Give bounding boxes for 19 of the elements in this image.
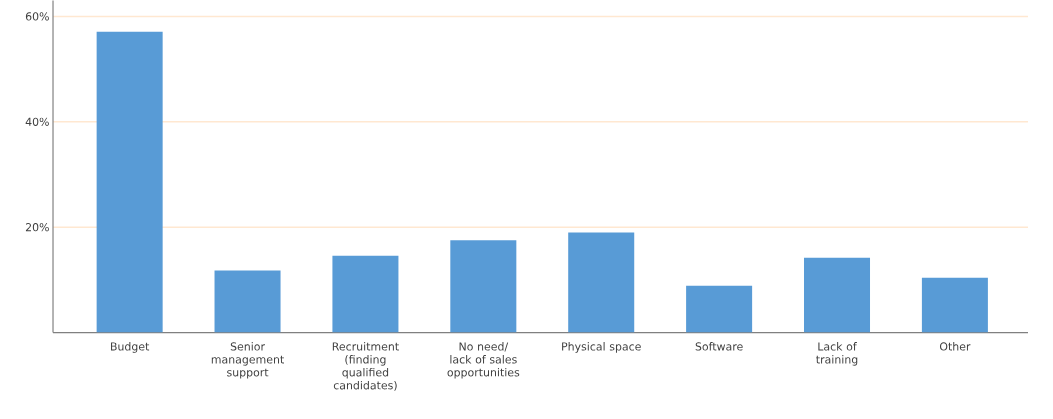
x-tick-label: Lack of training (816, 342, 858, 366)
x-tick-label: No need/ lack of sales opportunities (447, 342, 520, 379)
x-tick-label: Budget (111, 342, 150, 353)
y-tick-label: 60% (25, 12, 49, 21)
x-tick-label: Recruitment (finding qualified candidates) (332, 342, 399, 391)
bar (214, 270, 281, 333)
bar (804, 257, 871, 333)
bar (686, 285, 753, 333)
bar (568, 232, 635, 333)
x-tick-label: Other (939, 342, 971, 351)
bar (450, 240, 517, 333)
bar (96, 31, 163, 333)
y-tick-label: 20% (25, 223, 49, 232)
bar (332, 255, 399, 333)
bar (921, 277, 988, 333)
x-tick-label: Senior management support (211, 342, 284, 379)
x-tick-label: Physical space (562, 342, 641, 353)
x-tick-label: Software (695, 342, 743, 351)
y-tick-label: 40% (25, 117, 49, 127)
